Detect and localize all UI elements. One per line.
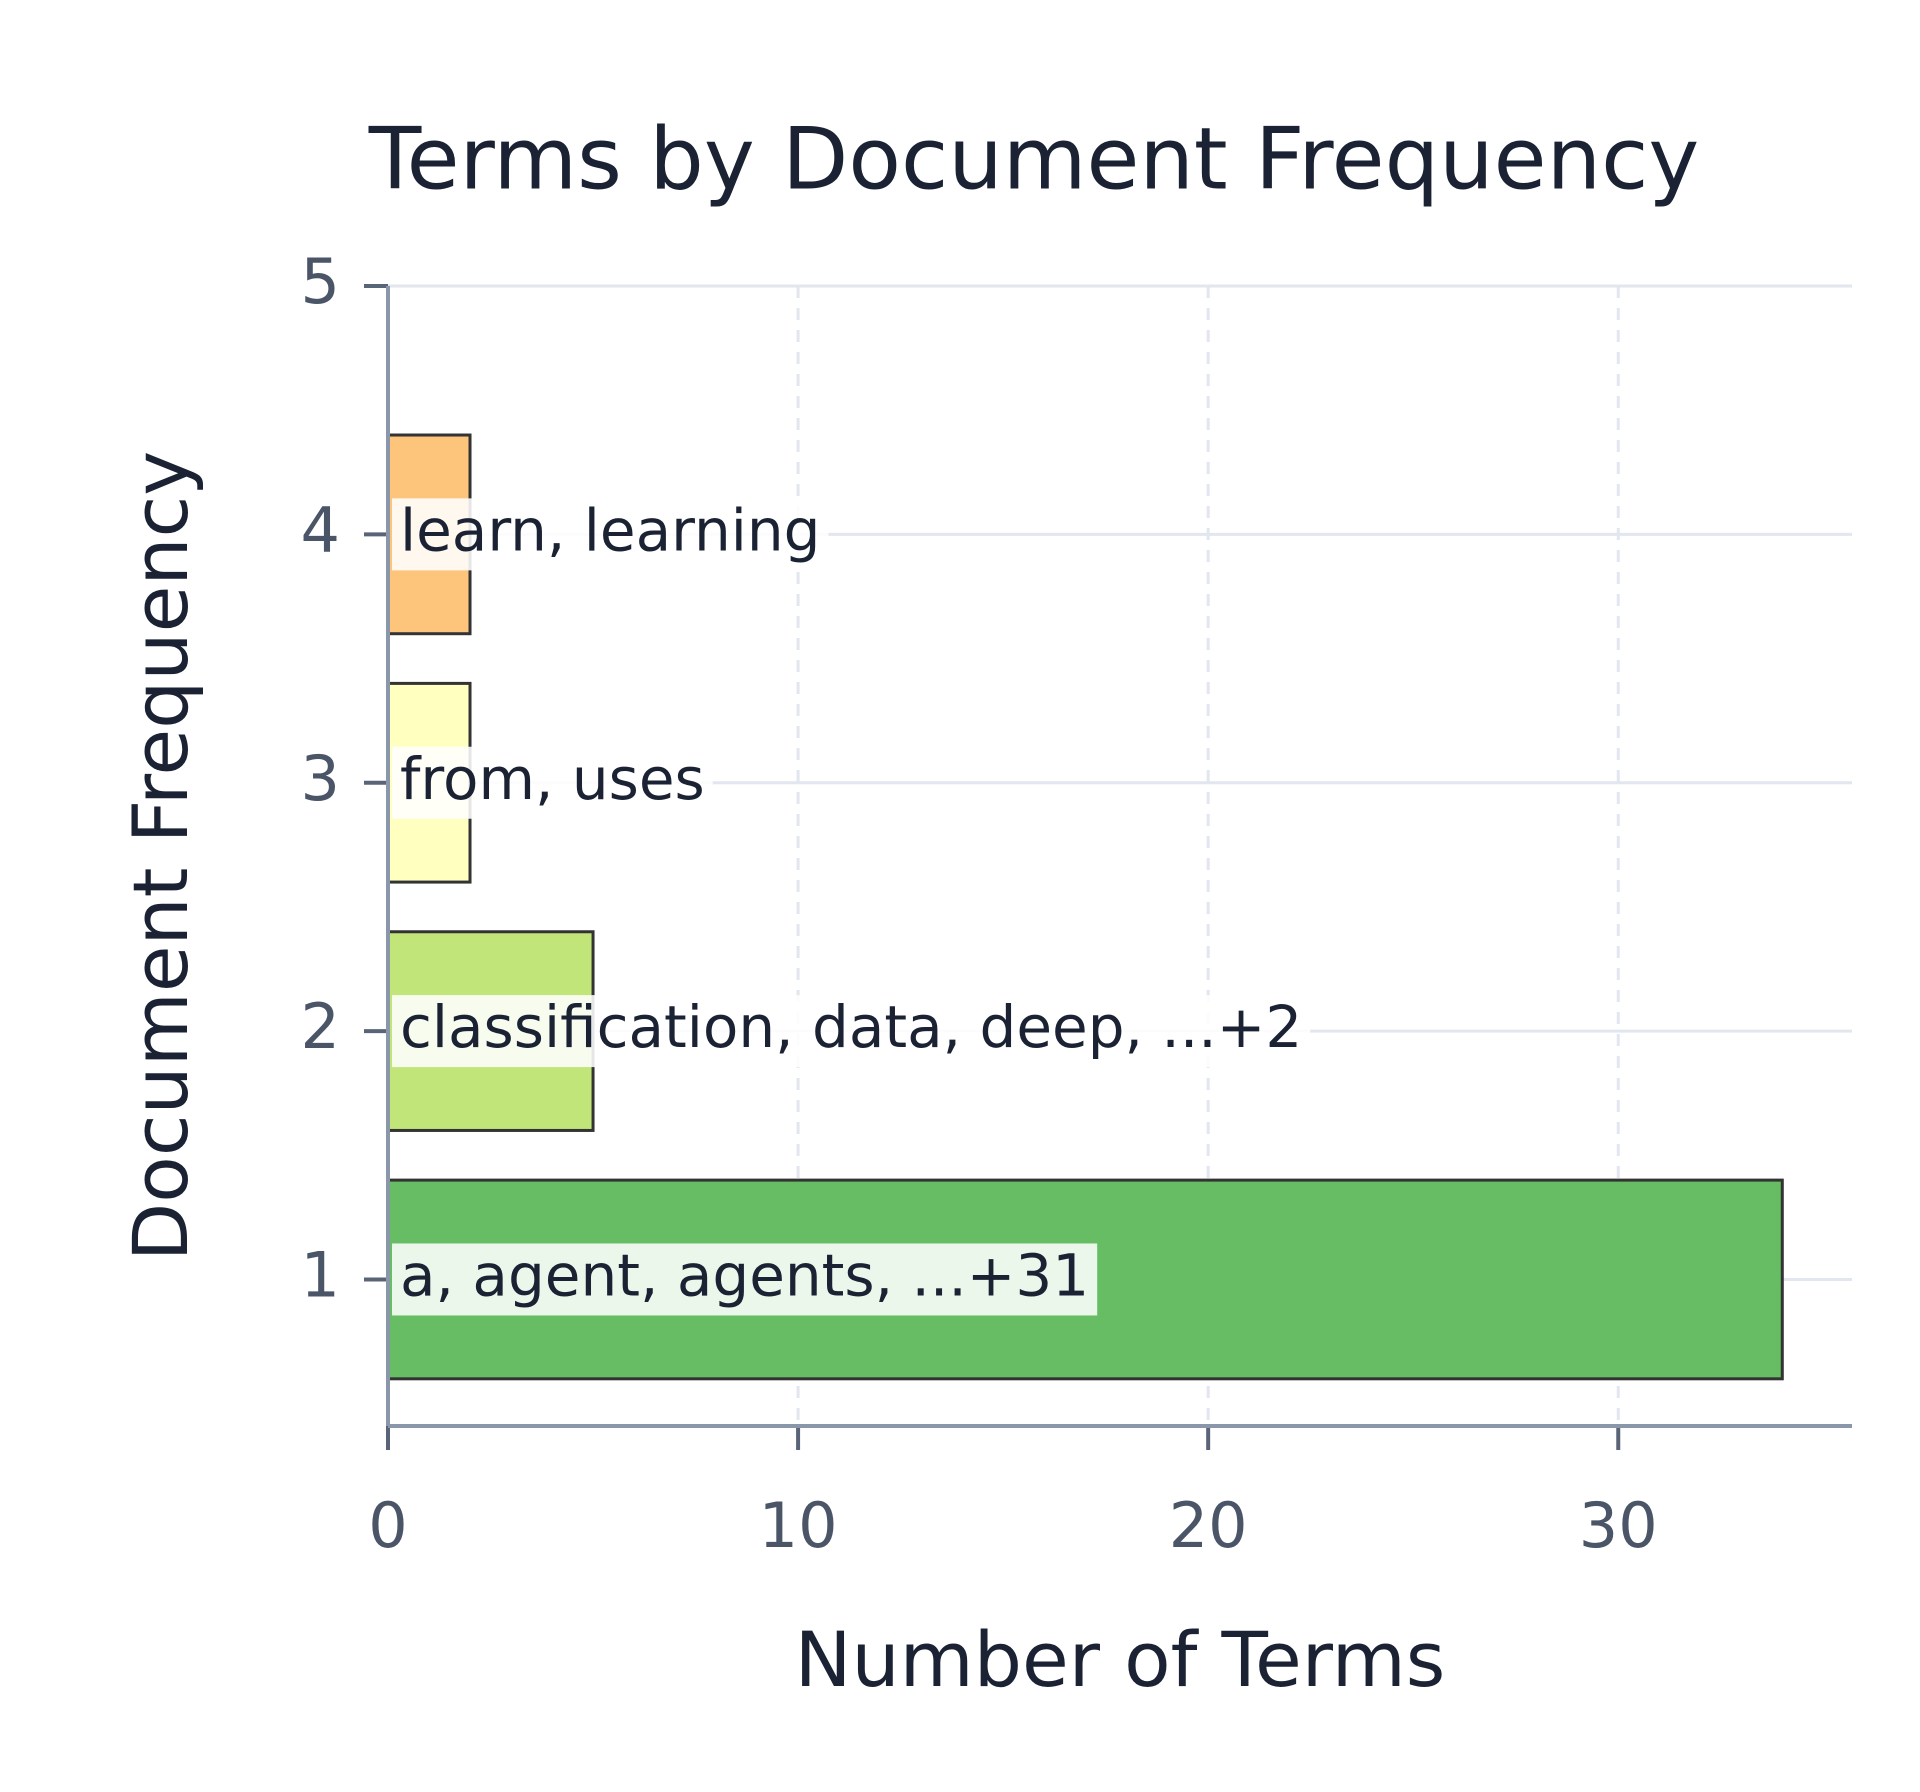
label-background (392, 746, 713, 819)
x-tick-label: 30 (1579, 1489, 1658, 1562)
x-tick-label: 0 (368, 1489, 407, 1562)
bar-label: learn, learning (400, 496, 820, 564)
y-tick-label: 1 (301, 1239, 340, 1312)
x-tick-label: 20 (1169, 1489, 1248, 1562)
label-background (392, 995, 1311, 1068)
y-axis-title: Document Frequency (116, 451, 205, 1262)
y-tick-label: 5 (301, 245, 340, 318)
bar-label: from, uses (400, 745, 705, 813)
label-background (392, 498, 829, 571)
label-background (392, 1243, 1098, 1316)
y-tick-label: 2 (301, 990, 340, 1063)
chart-title: Terms by Document Frequency (368, 109, 1700, 209)
y-tick-label: 4 (301, 493, 340, 566)
bar-label: classification, data, deep, ...+2 (400, 993, 1302, 1061)
x-axis-title: Number of Terms (795, 1615, 1446, 1704)
bar-label: a, agent, agents, ...+31 (400, 1242, 1089, 1310)
y-tick-label: 3 (301, 742, 340, 815)
x-tick-label: 10 (759, 1489, 838, 1562)
